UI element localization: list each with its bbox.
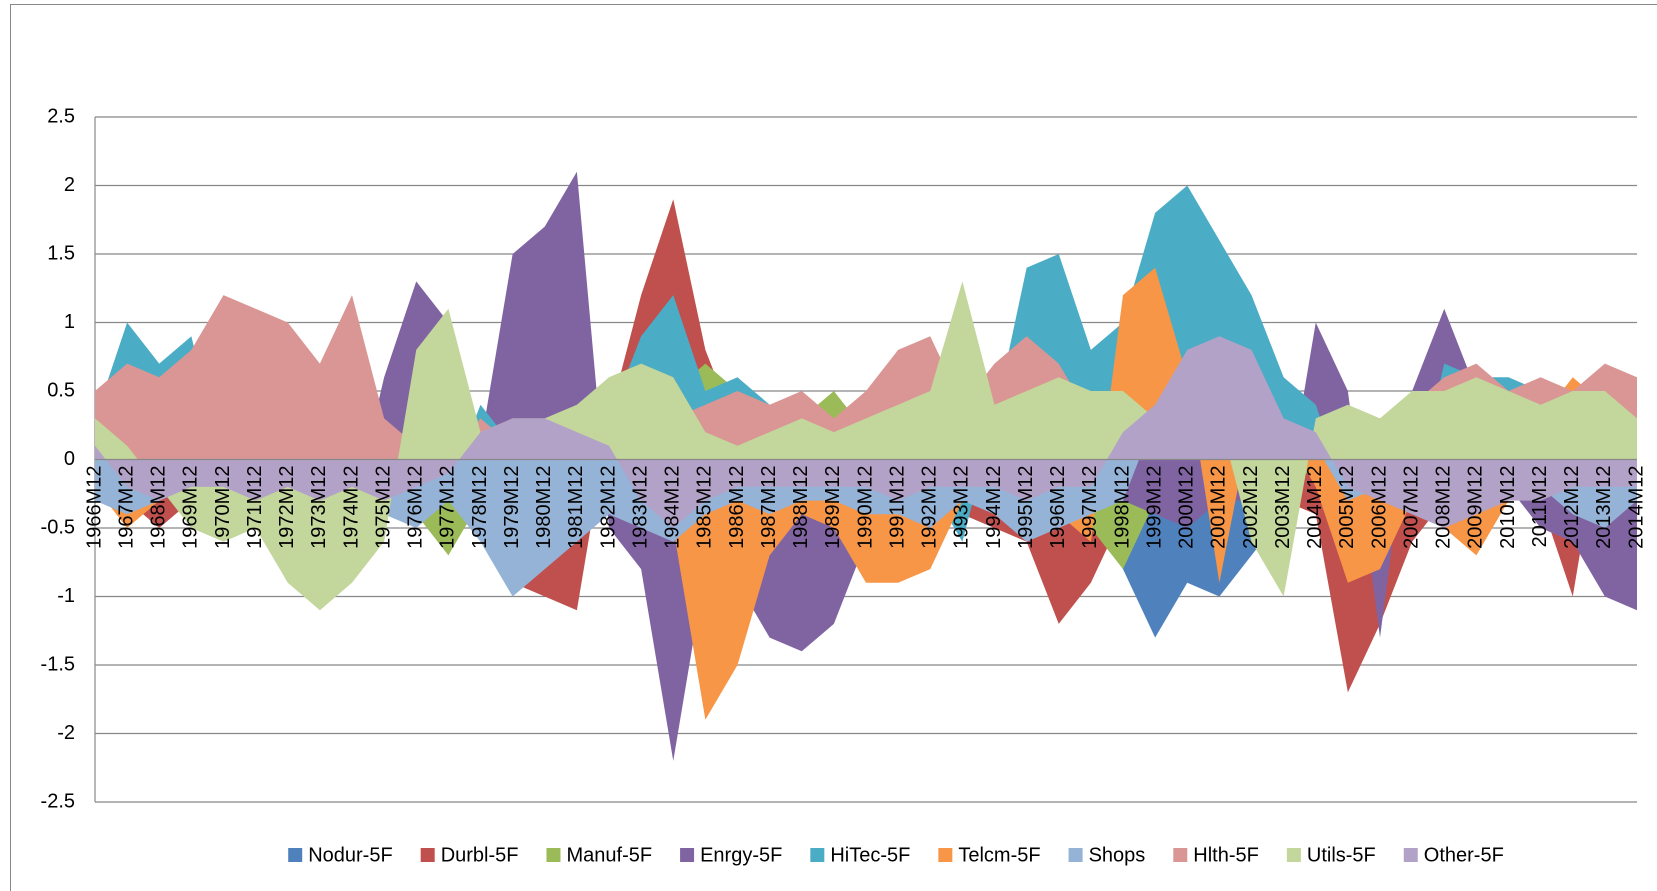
x-tick-label: 2014M12: [1625, 466, 1647, 549]
legend-label: Shops: [1089, 844, 1146, 866]
legend-label: Nodur-5F: [308, 844, 392, 866]
legend-item: Utils-5F: [1286, 844, 1376, 866]
x-tick-label: 2000M12: [1176, 466, 1198, 549]
y-tick-label: -1.5: [41, 653, 75, 675]
x-tick-label: 1977M12: [437, 466, 459, 549]
x-tick-label: 1989M12: [822, 466, 844, 549]
x-tick-label: 1971M12: [244, 466, 266, 549]
x-tick-label: 2004M12: [1304, 466, 1326, 549]
x-tick-label: 2006M12: [1368, 466, 1390, 549]
legend-swatch: [680, 848, 695, 862]
y-tick-label: 2.5: [47, 105, 75, 127]
legend-swatch: [1068, 848, 1083, 862]
x-tick-label: 1978M12: [469, 466, 491, 549]
x-tick-label: 1966M12: [83, 466, 105, 549]
x-tick-label: 2008M12: [1433, 466, 1455, 549]
y-tick-label: 0: [64, 448, 75, 470]
legend-label: Enrgy-5F: [700, 844, 782, 866]
legend-item: Enrgy-5F: [680, 844, 782, 866]
x-tick-label: 1993M12: [951, 466, 973, 549]
x-tick-label: 2007M12: [1400, 466, 1422, 549]
x-tick-label: 1974M12: [340, 466, 362, 549]
legend-swatch: [288, 848, 303, 862]
legend-item: Durbl-5F: [420, 844, 519, 866]
x-tick-label: 1994M12: [983, 466, 1005, 549]
legend-swatch: [1173, 848, 1188, 862]
x-tick-label: 1995M12: [1015, 466, 1037, 549]
x-tick-label: 2012M12: [1561, 466, 1583, 549]
x-tick-label: 1982M12: [597, 466, 619, 549]
y-tick-label: 1: [64, 311, 75, 333]
x-tick-label: 1973M12: [308, 466, 330, 549]
x-tick-label: 1984M12: [662, 466, 684, 549]
legend-label: Durbl-5F: [441, 844, 519, 866]
x-tick-label: 1970M12: [212, 466, 234, 549]
x-tick-label: 1967M12: [115, 466, 137, 549]
x-tick-label: 1998M12: [1111, 466, 1133, 549]
y-tick-label: 1.5: [47, 242, 75, 264]
x-tick-label: 1997M12: [1079, 466, 1101, 549]
legend-item: Telcm-5F: [938, 844, 1041, 866]
x-tick-label: 1968M12: [148, 466, 170, 549]
x-tick-label: 1996M12: [1047, 466, 1069, 549]
x-tick-label: 1986M12: [726, 466, 748, 549]
x-tick-label: 2009M12: [1465, 466, 1487, 549]
legend-label: Hlth-5F: [1193, 844, 1259, 866]
x-tick-label: 2010M12: [1497, 466, 1519, 549]
legend-label: HiTec-5F: [830, 844, 910, 866]
legend-label: Other-5F: [1424, 844, 1504, 866]
x-tick-label: 1975M12: [372, 466, 394, 549]
legend-item: Other-5F: [1403, 844, 1504, 866]
x-tick-label: 2011M12: [1529, 466, 1551, 548]
legend-swatch: [938, 848, 953, 862]
legend: Nodur-5F Durbl-5F Manuf-5F Enrgy-5F HiTec-5F…: [288, 844, 1504, 866]
x-tick-label: 1983M12: [629, 466, 651, 549]
x-tick-label: 2003M12: [1272, 466, 1294, 549]
legend-swatch: [546, 848, 561, 862]
y-tick-label: -2: [57, 722, 75, 744]
x-tick-label: 1979M12: [501, 466, 523, 549]
x-tick-label: 1976M12: [405, 466, 427, 549]
legend-item: Hlth-5F: [1173, 844, 1259, 866]
x-tick-label: 2001M12: [1208, 466, 1230, 549]
legend-item: Nodur-5F: [288, 844, 393, 866]
x-tick-label: 1972M12: [276, 466, 298, 549]
y-tick-label: -2.5: [41, 790, 75, 812]
x-tick-label: 2005M12: [1336, 466, 1358, 549]
x-tick-label: 1981M12: [565, 466, 587, 549]
legend-item: HiTec-5F: [810, 844, 910, 866]
legend-swatch: [1403, 848, 1418, 862]
x-tick-label: 1988M12: [790, 466, 812, 549]
x-tick-label: 1999M12: [1143, 466, 1165, 549]
legend-label: Manuf-5F: [566, 844, 652, 866]
y-tick-label: -1: [57, 585, 75, 607]
area-series: [95, 336, 1637, 528]
legend-swatch: [420, 848, 435, 862]
area-series: [95, 281, 1637, 611]
legend-swatch: [1286, 848, 1301, 862]
x-tick-label: 1985M12: [694, 466, 716, 549]
y-tick-label: -0.5: [41, 516, 75, 538]
x-tick-label: 1992M12: [919, 466, 941, 549]
y-tick-label: 2: [64, 174, 75, 196]
legend-item: Manuf-5F: [546, 844, 652, 866]
chart-frame: [10, 4, 1657, 891]
x-tick-label: 1969M12: [180, 466, 202, 549]
x-tick-label: 2013M12: [1593, 466, 1615, 549]
plot-area: [95, 171, 1637, 761]
x-tick-label: 1991M12: [886, 466, 908, 549]
x-tick-label: 1990M12: [854, 466, 876, 549]
axis: 2.5 2 1.5 1 0.5 0 -0.5 -1 -1.5 -2 -2.5 1966M12 1967M…: [41, 105, 1648, 812]
legend-label: Utils-5F: [1307, 844, 1376, 866]
legend-label: Telcm-5F: [958, 844, 1040, 866]
legend-swatch: [810, 848, 825, 862]
x-tick-label: 2002M12: [1240, 466, 1262, 549]
y-tick-label: 0.5: [47, 379, 75, 401]
x-tick-label: 1987M12: [758, 466, 780, 549]
legend-item: Shops: [1068, 844, 1146, 866]
x-tick-label: 1980M12: [533, 466, 555, 549]
